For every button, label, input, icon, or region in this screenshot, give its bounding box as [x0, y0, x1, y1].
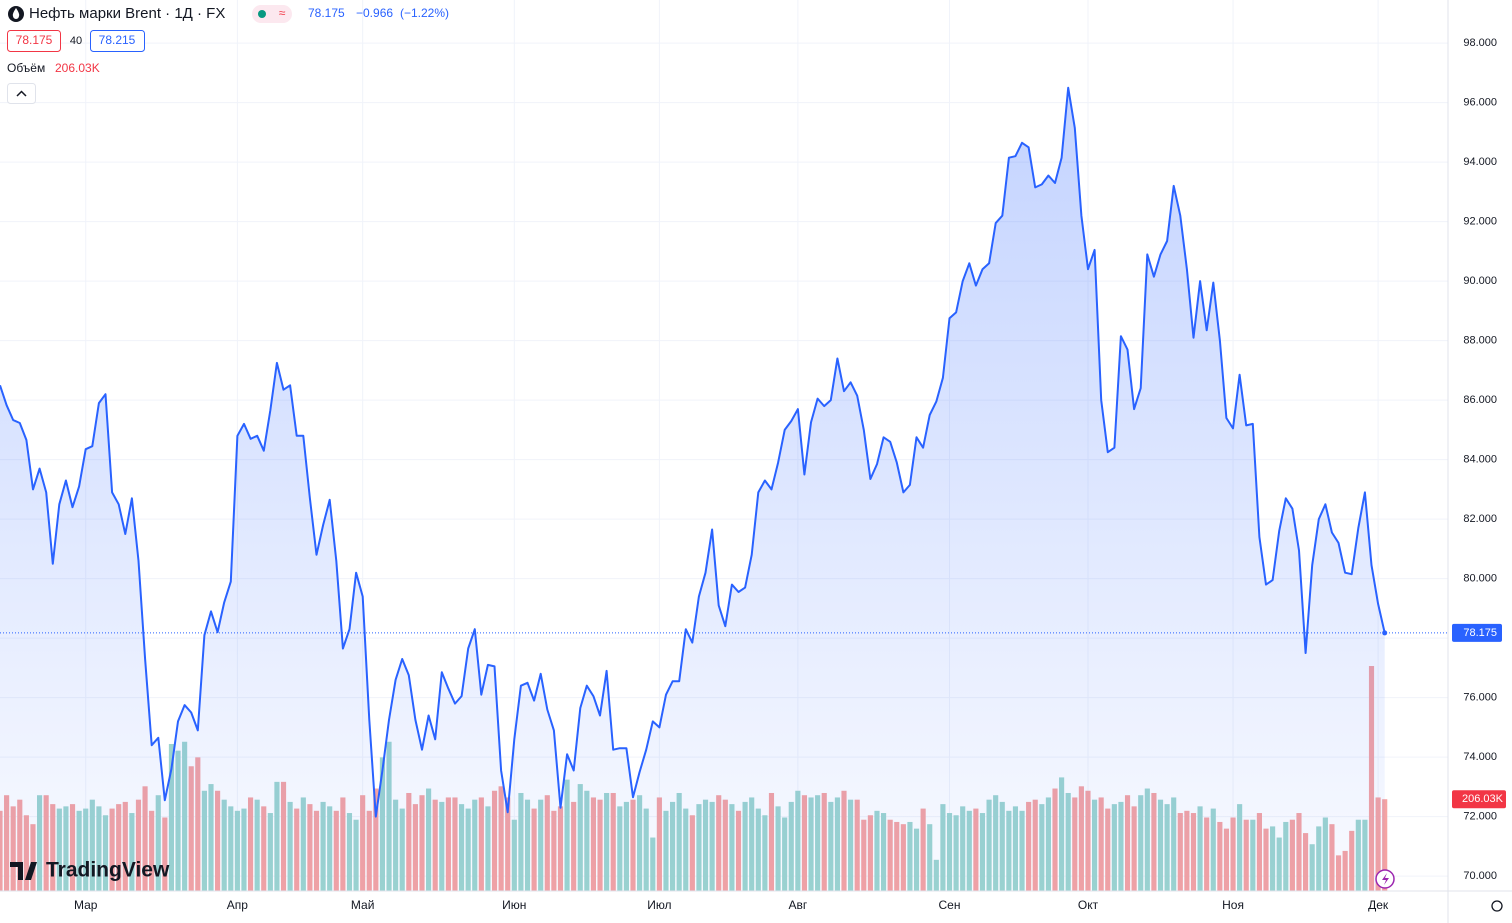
logo: TradingView — [10, 859, 170, 882]
y-tick-label: 86.000 — [1463, 394, 1497, 406]
lightning-icon — [1382, 873, 1389, 885]
x-tick-label: Май — [351, 898, 375, 912]
market-open-dot — [258, 10, 266, 18]
x-tick-label: Июл — [647, 898, 671, 912]
y-tick-label: 94.000 — [1463, 156, 1497, 168]
last-price: 78.175 — [308, 6, 345, 20]
y-tick-label: 92.000 — [1463, 216, 1497, 228]
y-tick-label: 82.000 — [1463, 513, 1497, 525]
logo-icon — [10, 862, 37, 880]
y-tick-label: 96.000 — [1463, 97, 1497, 109]
x-tick-label: Апр — [227, 898, 249, 912]
symbol-title: Нефть марки Brent · 1Д · FX — [29, 5, 225, 22]
volume-title: Объём — [7, 61, 45, 75]
x-tick-label: Дек — [1368, 898, 1389, 912]
last-price-box — [1452, 623, 1502, 642]
volume-last-box — [1452, 790, 1506, 809]
axes: 70.00072.00074.00076.00078.00080.00082.0… — [74, 37, 1506, 912]
bid-price: 78.175 — [16, 33, 53, 47]
x-tick-label: Сен — [939, 898, 961, 912]
collapse-button[interactable] — [7, 83, 36, 104]
price-change-pct: (−1.22%) — [400, 6, 449, 20]
y-tick-label: 84.000 — [1463, 454, 1497, 466]
price-line — [0, 86, 1386, 818]
volume-value: 206.03K — [55, 61, 100, 75]
y-tick-label: 88.000 — [1463, 335, 1497, 347]
bid-box[interactable] — [7, 30, 61, 52]
logo-text: TradingView — [46, 859, 170, 882]
x-tick-label: Июн — [502, 898, 526, 912]
plot — [0, 86, 1448, 892]
status-badge — [252, 5, 292, 23]
price-change: −0.966 — [356, 6, 393, 20]
ask-price: 78.215 — [99, 33, 136, 47]
x-tick-label: Ноя — [1222, 898, 1244, 912]
y-tick-label: 80.000 — [1463, 573, 1497, 585]
x-tick-label: Окт — [1078, 898, 1099, 912]
legend: Нефть марки Brent · 1Д · FX ≈ 78.175 −0.… — [7, 5, 449, 104]
y-tick-label: 72.000 — [1463, 811, 1497, 823]
settings-button[interactable] — [1491, 900, 1503, 912]
y-tick-label: 74.000 — [1463, 751, 1497, 763]
volume-last-label: 206.03K — [1462, 793, 1504, 805]
y-tick-label: 90.000 — [1463, 275, 1497, 287]
y-tick-label: 98.000 — [1463, 37, 1497, 49]
y-tick-label: 70.000 — [1463, 870, 1497, 882]
x-tick-label: Авг — [788, 898, 807, 912]
last-price-label: 78.175 — [1463, 627, 1497, 639]
spread: 40 — [70, 35, 82, 47]
last-point — [1382, 630, 1388, 636]
y-tick-label: 76.000 — [1463, 692, 1497, 704]
delay-icon: ≈ — [279, 6, 286, 20]
area-fill — [0, 87, 1385, 892]
ask-box[interactable] — [90, 30, 145, 52]
collapse-icon — [16, 90, 27, 97]
drop-icon — [12, 8, 20, 19]
x-tick-label: Мар — [74, 898, 98, 912]
